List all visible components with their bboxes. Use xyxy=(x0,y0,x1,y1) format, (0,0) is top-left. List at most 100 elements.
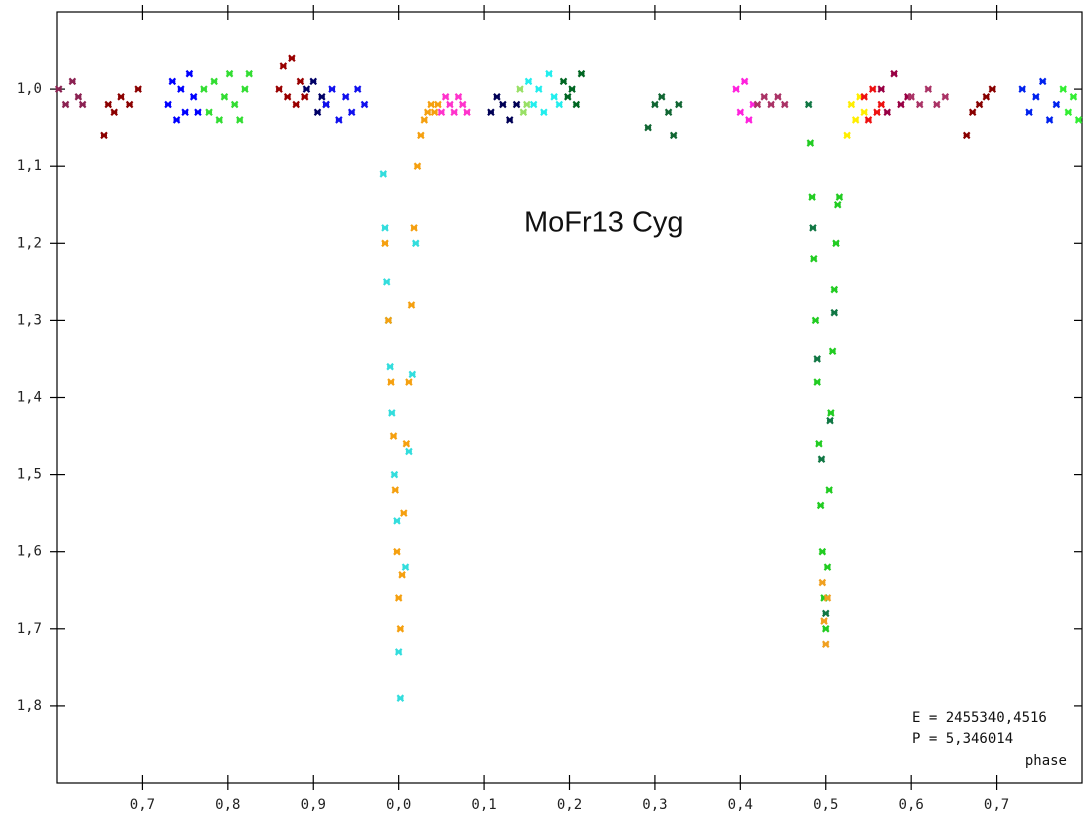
data-point xyxy=(736,108,745,117)
data-point xyxy=(816,501,825,510)
data-point xyxy=(933,100,941,109)
y-tick-label: 1,6 xyxy=(17,544,42,560)
data-point xyxy=(577,69,586,78)
data-point xyxy=(821,609,830,618)
data-point xyxy=(408,370,417,379)
data-point xyxy=(568,85,576,93)
data-point xyxy=(767,100,775,109)
y-tick-label: 1,4 xyxy=(17,390,42,406)
data-point xyxy=(962,131,971,140)
x-tick-label: 0,3 xyxy=(642,797,667,813)
data-point xyxy=(396,625,405,633)
data-point xyxy=(808,193,816,201)
data-point xyxy=(177,85,185,93)
x-tick-label: 0,9 xyxy=(301,797,326,813)
data-point xyxy=(524,77,533,86)
data-point xyxy=(379,170,388,178)
data-point xyxy=(398,571,406,579)
data-point xyxy=(341,93,350,101)
data-point xyxy=(833,200,842,209)
y-tick-label: 1,1 xyxy=(17,158,42,174)
data-point xyxy=(205,108,213,117)
data-point xyxy=(437,108,446,117)
data-point xyxy=(818,578,827,587)
data-point xyxy=(168,77,177,86)
data-point xyxy=(401,563,410,571)
data-point xyxy=(487,108,495,117)
data-point xyxy=(499,100,507,109)
data-point xyxy=(732,85,740,93)
data-point xyxy=(402,439,411,448)
y-tick-label: 1,3 xyxy=(17,312,42,328)
data-point xyxy=(830,308,839,317)
data-point xyxy=(417,131,425,140)
data-point xyxy=(924,85,933,93)
data-point xyxy=(843,131,851,140)
data-point xyxy=(753,100,762,109)
data-point xyxy=(811,316,820,325)
data-point xyxy=(890,69,898,78)
data-point xyxy=(220,93,229,101)
data-point xyxy=(230,100,239,109)
data-point xyxy=(1025,108,1033,117)
data-point xyxy=(559,77,568,86)
y-tick-label: 1,7 xyxy=(17,621,42,637)
data-point xyxy=(644,123,652,132)
data-point xyxy=(664,108,673,117)
data-point xyxy=(104,100,113,109)
data-point xyxy=(1052,100,1061,109)
data-point xyxy=(394,594,403,602)
data-point xyxy=(300,93,309,101)
data-point xyxy=(241,85,249,93)
data-point xyxy=(389,432,398,440)
data-point xyxy=(390,470,399,479)
y-tick-label: 1,8 xyxy=(17,698,42,714)
data-point xyxy=(164,100,172,109)
data-point xyxy=(411,239,420,248)
data-point xyxy=(279,62,288,70)
epoch-note: E = 2455340,4516 xyxy=(912,710,1047,726)
data-point xyxy=(915,100,924,109)
data-point xyxy=(328,85,336,93)
data-point xyxy=(877,85,886,93)
data-point xyxy=(413,162,422,170)
data-point xyxy=(828,347,837,356)
x-tick-label: 0,5 xyxy=(813,797,838,813)
data-point xyxy=(54,85,63,93)
x-tick-label: 0,1 xyxy=(471,797,496,813)
data-point xyxy=(189,93,198,101)
data-point xyxy=(545,69,553,78)
data-point xyxy=(817,455,826,463)
data-point xyxy=(110,108,119,117)
data-point xyxy=(61,100,70,109)
data-point xyxy=(382,278,391,286)
data-point xyxy=(740,77,749,86)
data-point xyxy=(396,694,405,702)
data-point xyxy=(430,108,439,117)
data-point xyxy=(393,517,401,525)
data-point xyxy=(423,108,432,117)
data-point xyxy=(296,77,305,86)
y-tick-label: 1,0 xyxy=(17,81,42,97)
data-point xyxy=(381,239,389,248)
data-point xyxy=(200,85,208,93)
data-point xyxy=(868,85,877,93)
data-point xyxy=(134,85,142,93)
x-tick-label: 0,0 xyxy=(386,797,411,813)
data-point xyxy=(318,93,326,101)
data-point xyxy=(387,378,395,386)
data-point xyxy=(809,224,817,232)
data-point xyxy=(194,108,202,117)
data-point xyxy=(100,131,108,140)
data-point xyxy=(386,362,394,371)
data-point xyxy=(335,116,343,124)
data-point xyxy=(847,100,856,109)
x-tick-label: 0,8 xyxy=(215,797,240,813)
data-point xyxy=(860,108,868,117)
data-point xyxy=(968,108,977,117)
data-point xyxy=(651,100,659,109)
data-point xyxy=(1069,93,1078,101)
data-point xyxy=(823,563,832,571)
data-point xyxy=(669,131,678,140)
data-point xyxy=(825,486,833,494)
